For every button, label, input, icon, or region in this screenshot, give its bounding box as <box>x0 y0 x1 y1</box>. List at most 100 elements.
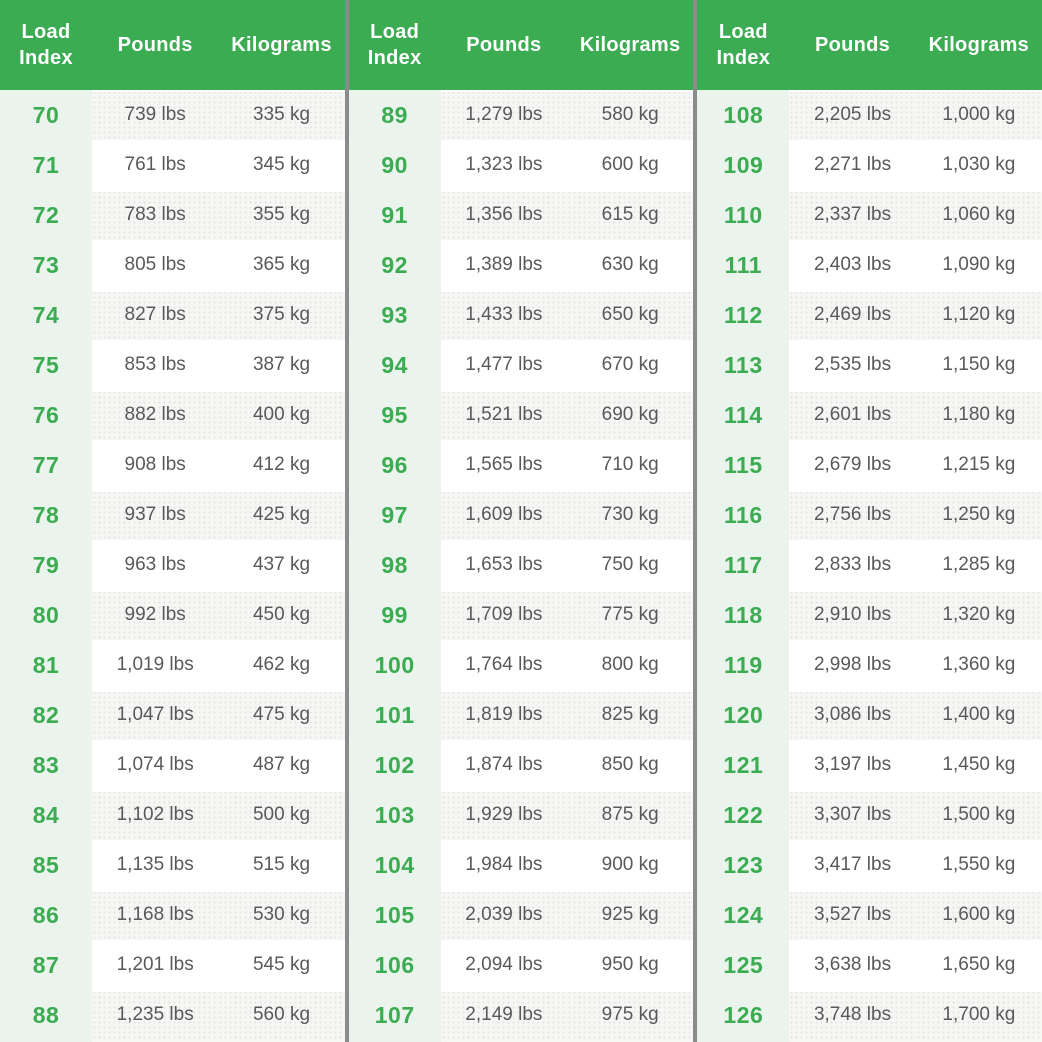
pounds-cell: 1,477 lbs <box>440 340 568 390</box>
kilograms-cell: 1,450 kg <box>915 740 1042 790</box>
header-load-index: Load Index <box>716 21 771 69</box>
kilograms-cell: 515 kg <box>218 840 345 890</box>
pounds-cell: 937 lbs <box>92 490 219 540</box>
table-row: 95 1,521 lbs 690 kg <box>348 390 694 440</box>
load-index-cell: 86 <box>0 890 92 940</box>
pounds-cell: 1,135 lbs <box>92 840 219 890</box>
table-row: 81 1,019 lbs 462 kg <box>0 640 345 690</box>
kilograms-cell: 425 kg <box>218 490 345 540</box>
table-row: 94 1,477 lbs 670 kg <box>348 340 694 390</box>
table-row: 114 2,601 lbs 1,180 kg <box>697 390 1042 440</box>
header-pounds: Pounds <box>466 33 542 56</box>
table-row: 117 2,833 lbs 1,285 kg <box>697 540 1042 590</box>
table-row: 97 1,609 lbs 730 kg <box>348 490 694 540</box>
pounds-cell: 3,527 lbs <box>789 890 916 940</box>
kilograms-cell: 775 kg <box>567 590 694 640</box>
pounds-cell: 2,535 lbs <box>789 340 916 390</box>
kilograms-cell: 1,120 kg <box>915 290 1042 340</box>
kilograms-cell: 1,500 kg <box>915 790 1042 840</box>
table-row: 116 2,756 lbs 1,250 kg <box>697 490 1042 540</box>
table-row: 126 3,748 lbs 1,700 kg <box>697 990 1042 1040</box>
pounds-cell: 827 lbs <box>92 290 219 340</box>
load-index-cell: 95 <box>348 390 441 440</box>
table-row: 107 2,149 lbs 975 kg <box>348 990 694 1040</box>
load-index-cell: 92 <box>348 240 441 290</box>
kilograms-cell: 462 kg <box>218 640 345 690</box>
load-index-cell: 78 <box>0 490 92 540</box>
table-row: 105 2,039 lbs 925 kg <box>348 890 694 940</box>
kilograms-cell: 1,550 kg <box>915 840 1042 890</box>
kilograms-cell: 1,250 kg <box>915 490 1042 540</box>
pounds-cell: 1,521 lbs <box>440 390 568 440</box>
kilograms-cell: 412 kg <box>218 440 345 490</box>
kilograms-cell: 1,650 kg <box>915 940 1042 990</box>
pounds-cell: 2,094 lbs <box>440 940 568 990</box>
kilograms-cell: 1,285 kg <box>915 540 1042 590</box>
table-row: 111 2,403 lbs 1,090 kg <box>697 240 1042 290</box>
table-header-row: Load Index Pounds Kilograms <box>0 0 345 90</box>
load-index-cell: 90 <box>348 140 441 190</box>
kilograms-cell: 1,000 kg <box>915 90 1042 140</box>
kilograms-cell: 560 kg <box>218 990 345 1040</box>
load-index-cell: 85 <box>0 840 92 890</box>
pounds-cell: 882 lbs <box>92 390 219 440</box>
pounds-cell: 3,197 lbs <box>789 740 916 790</box>
table-row: 96 1,565 lbs 710 kg <box>348 440 694 490</box>
table-group-1: Load Index Pounds Kilograms 70 739 lbs 335… <box>0 0 345 1042</box>
kilograms-cell: 1,090 kg <box>915 240 1042 290</box>
load-index-cell: 120 <box>697 690 790 740</box>
load-index-cell: 125 <box>697 940 790 990</box>
header-kilograms: Kilograms <box>579 33 681 56</box>
load-index-cell: 87 <box>0 940 92 990</box>
pounds-cell: 2,756 lbs <box>789 490 916 540</box>
table-row: 90 1,323 lbs 600 kg <box>348 140 694 190</box>
kilograms-cell: 850 kg <box>567 740 694 790</box>
pounds-cell: 2,998 lbs <box>789 640 916 690</box>
header-pounds: Pounds <box>814 33 891 56</box>
pounds-cell: 761 lbs <box>92 140 219 190</box>
kilograms-cell: 580 kg <box>567 90 694 140</box>
kilograms-cell: 1,030 kg <box>915 140 1042 190</box>
kilograms-cell: 600 kg <box>567 140 694 190</box>
table-row: 113 2,535 lbs 1,150 kg <box>697 340 1042 390</box>
table-row: 80 992 lbs 450 kg <box>0 590 345 640</box>
table-row: 86 1,168 lbs 530 kg <box>0 890 345 940</box>
pounds-cell: 3,417 lbs <box>789 840 916 890</box>
table-row: 118 2,910 lbs 1,320 kg <box>697 590 1042 640</box>
pounds-cell: 1,929 lbs <box>440 790 568 840</box>
table-row: 91 1,356 lbs 615 kg <box>348 190 694 240</box>
load-index-cell: 114 <box>697 390 790 440</box>
table-row: 88 1,235 lbs 560 kg <box>0 990 345 1040</box>
pounds-cell: 1,047 lbs <box>92 690 219 740</box>
table-row: 71 761 lbs 345 kg <box>0 140 345 190</box>
load-index-cell: 107 <box>348 990 441 1040</box>
load-index-cell: 106 <box>348 940 441 990</box>
table-row: 123 3,417 lbs 1,550 kg <box>697 840 1042 890</box>
load-index-cell: 82 <box>0 690 92 740</box>
table-row: 119 2,998 lbs 1,360 kg <box>697 640 1042 690</box>
pounds-cell: 1,201 lbs <box>92 940 219 990</box>
header-load-index: Load Index <box>367 21 422 69</box>
kilograms-cell: 825 kg <box>567 690 694 740</box>
pounds-cell: 1,389 lbs <box>440 240 568 290</box>
kilograms-cell: 387 kg <box>218 340 345 390</box>
pounds-cell: 908 lbs <box>92 440 219 490</box>
table-row: 110 2,337 lbs 1,060 kg <box>697 190 1042 240</box>
kilograms-cell: 487 kg <box>218 740 345 790</box>
load-index-cell: 112 <box>697 290 790 340</box>
load-index-cell: 71 <box>0 140 92 190</box>
kilograms-cell: 400 kg <box>218 390 345 440</box>
kilograms-cell: 730 kg <box>567 490 694 540</box>
load-index-cell: 76 <box>0 390 92 440</box>
pounds-cell: 1,874 lbs <box>440 740 568 790</box>
pounds-cell: 1,653 lbs <box>440 540 568 590</box>
kilograms-cell: 650 kg <box>567 290 694 340</box>
kilograms-cell: 475 kg <box>218 690 345 740</box>
table-row: 93 1,433 lbs 650 kg <box>348 290 694 340</box>
pounds-cell: 2,039 lbs <box>440 890 568 940</box>
kilograms-cell: 345 kg <box>218 140 345 190</box>
pounds-cell: 1,279 lbs <box>440 90 568 140</box>
load-index-cell: 93 <box>348 290 441 340</box>
pounds-cell: 783 lbs <box>92 190 219 240</box>
